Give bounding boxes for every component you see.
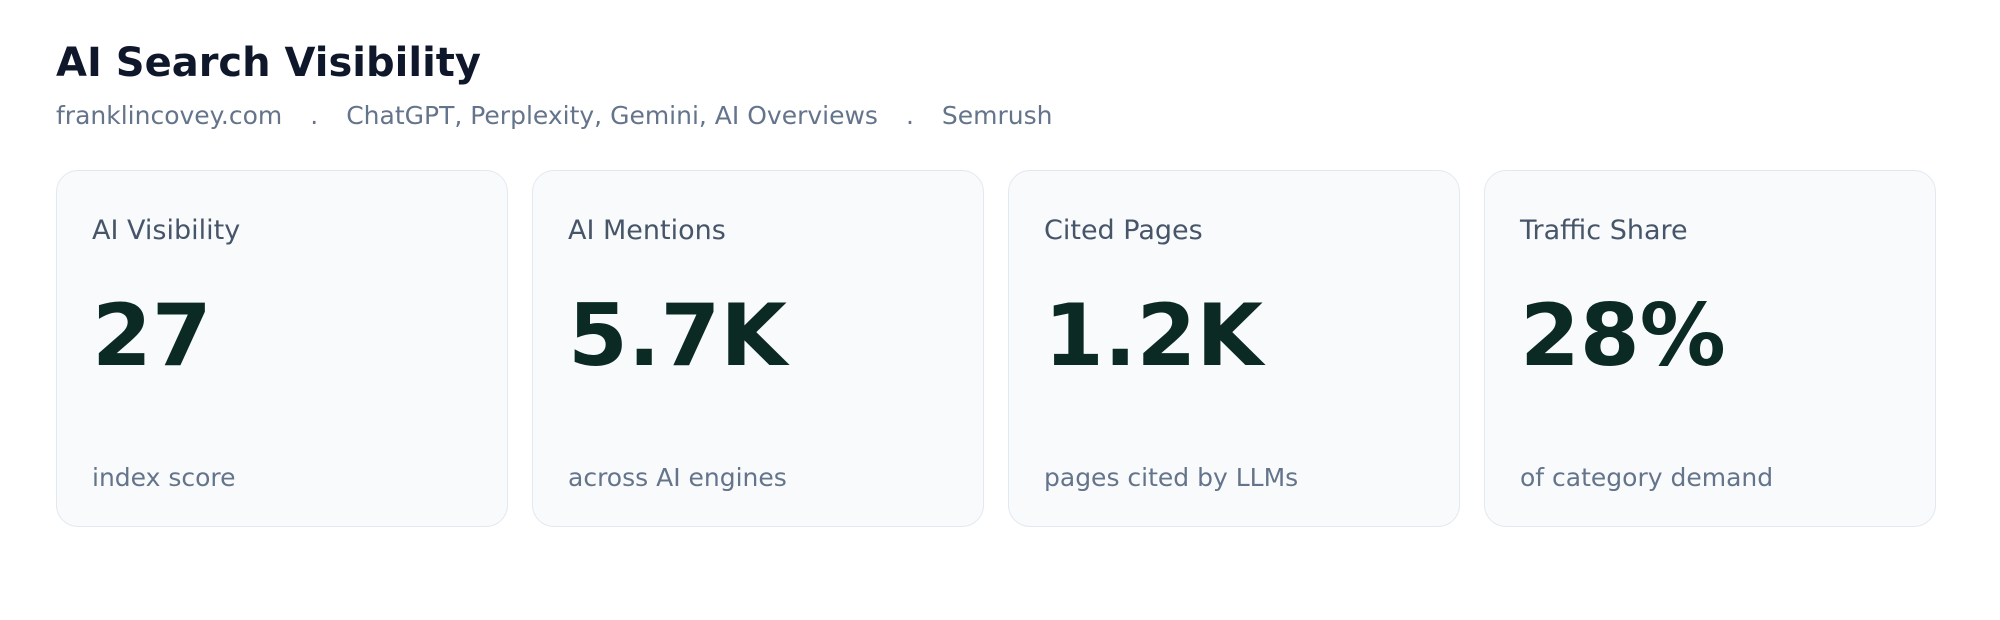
card-note: across AI engines xyxy=(568,463,787,492)
metric-card: Cited Pages 1.2K pages cited by LLMs xyxy=(1008,170,1460,527)
subtitle: franklincovey.com. ChatGPT, Perplexity, G… xyxy=(56,101,1053,130)
card-row: AI Visibility 27 index score AI Mentions 5.7… xyxy=(56,170,1936,527)
card-note: of category demand xyxy=(1520,463,1774,492)
card-value: 5.7K xyxy=(568,286,787,386)
metric-card: Traffic Share 28% of category demand xyxy=(1484,170,1936,527)
card-note: index score xyxy=(92,463,236,492)
subtitle-item: ChatGPT, Perplexity, Gemini, AI Overview… xyxy=(346,101,878,130)
card-label: Cited Pages xyxy=(1044,215,1203,246)
metric-card: AI Visibility 27 index score xyxy=(56,170,508,527)
card-value: 1.2K xyxy=(1044,286,1263,386)
card-label: AI Visibility xyxy=(92,215,241,246)
card-label: Traffic Share xyxy=(1520,215,1688,246)
card-value: 28% xyxy=(1520,286,1726,386)
page-title: AI Search Visibility xyxy=(56,40,481,86)
subtitle-item: franklincovey.com xyxy=(56,101,283,130)
card-note: pages cited by LLMs xyxy=(1044,463,1299,492)
metric-card: AI Mentions 5.7K across AI engines xyxy=(532,170,984,527)
separator: . xyxy=(310,101,319,130)
subtitle-item: Semrush xyxy=(941,101,1053,130)
separator: . xyxy=(905,101,914,130)
card-value: 27 xyxy=(92,286,212,386)
card-label: AI Mentions xyxy=(568,215,726,246)
